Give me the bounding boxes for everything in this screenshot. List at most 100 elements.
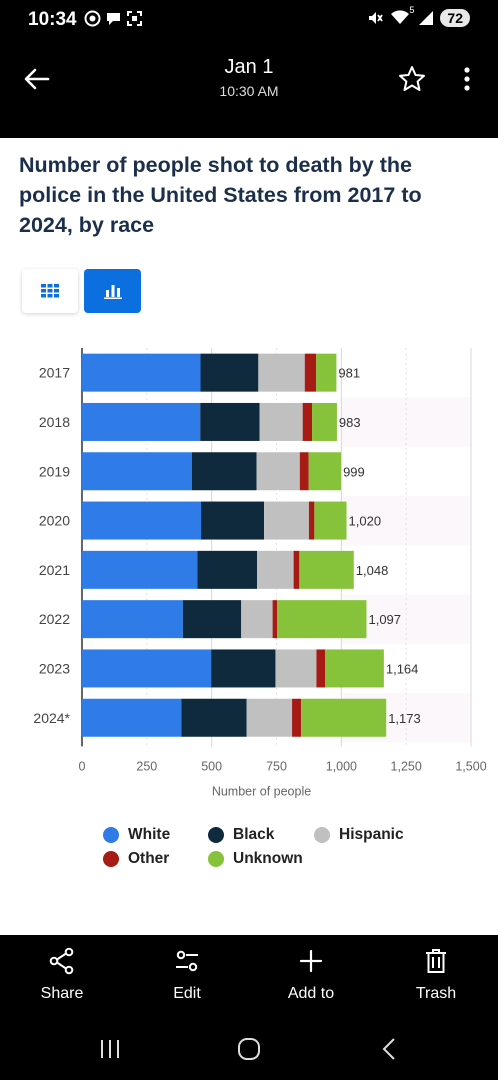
bar-segment-unknown <box>277 600 367 639</box>
legend-swatch <box>103 851 119 867</box>
chat-icon <box>105 10 122 27</box>
bar-segment-hispanic <box>257 550 294 589</box>
bar-total-label: 1,097 <box>368 612 401 627</box>
more-vertical-icon <box>464 67 470 91</box>
x-tick-label: 500 <box>201 759 222 773</box>
y-category-label: 2017 <box>39 365 70 381</box>
edit-button[interactable]: Edit <box>137 947 237 1003</box>
legend-swatch <box>314 827 330 843</box>
x-tick-label: 750 <box>266 759 287 773</box>
x-tick-label: 0 <box>79 759 86 773</box>
bar-segment-black <box>200 353 259 392</box>
bar-total-label: 1,173 <box>388 711 421 726</box>
bar-segment-white <box>82 452 192 491</box>
bar-segment-unknown <box>316 353 337 392</box>
bar-segment-white <box>82 353 201 392</box>
y-category-label: 2024* <box>33 710 70 726</box>
bar-segment-other <box>299 452 309 491</box>
back-nav-icon[interactable] <box>380 1037 398 1061</box>
system-nav-bar <box>0 1020 498 1080</box>
bar-segment-white <box>82 501 202 540</box>
bar-segment-other <box>293 550 300 589</box>
header-time: 10:30 AM <box>219 83 279 99</box>
legend-item-hispanic[interactable]: Hispanic <box>314 826 404 844</box>
bar-segment-hispanic <box>264 501 309 540</box>
app-bar: Jan 1 10:30 AM <box>0 40 498 138</box>
more-options-button[interactable] <box>455 64 479 94</box>
mute-icon <box>369 12 384 24</box>
share-icon <box>49 947 74 975</box>
grid-icon <box>41 284 59 298</box>
favorite-button[interactable] <box>397 64 427 94</box>
stacked-bar-chart: 0 250 500 750 1,000 1,250 1,500 2017 981 2018 983 2… <box>33 348 487 798</box>
chart-view-button[interactable] <box>84 269 141 313</box>
bar-segment-black <box>191 452 257 491</box>
back-button[interactable] <box>22 64 52 94</box>
bar-total-label: 1,164 <box>386 661 419 676</box>
legend-item-black[interactable]: Black <box>208 826 274 844</box>
bar-segment-black <box>182 600 242 639</box>
battery-badge: 72 <box>440 9 470 27</box>
bar-segment-unknown <box>325 649 384 688</box>
bar-total-label: 1,020 <box>349 514 382 529</box>
bar-chart-icon <box>103 285 122 299</box>
bar-segment-other <box>292 698 302 737</box>
header-title: Jan 1 10:30 AM <box>0 56 498 99</box>
screenshot-icon <box>126 10 143 27</box>
trash-label: Trash <box>415 985 457 1002</box>
bar-total-label: 1,048 <box>356 563 389 578</box>
legend-item-white[interactable]: White <box>103 826 170 844</box>
bar-segment-black <box>200 402 260 441</box>
bar-segment-black <box>181 698 247 737</box>
status-time: 10:34 <box>28 9 77 30</box>
x-tick-label: 1,500 <box>455 759 486 773</box>
bar-segment-other <box>302 402 313 441</box>
share-button[interactable]: Share <box>12 947 112 1003</box>
legend-swatch <box>103 827 119 843</box>
network-type-label: 5 <box>409 5 415 15</box>
bar-segment-hispanic <box>259 402 303 441</box>
table-view-button[interactable] <box>22 269 78 313</box>
chart-title: Number of people shot to death by the po… <box>19 153 422 237</box>
share-label: Share <box>40 985 84 1002</box>
bar-segment-unknown <box>299 550 354 589</box>
location-icon <box>84 10 101 27</box>
y-category-label: 2018 <box>39 414 70 430</box>
legend-label: Other <box>128 850 170 867</box>
legend-item-unknown[interactable]: Unknown <box>208 850 303 868</box>
arrow-left-icon <box>24 68 50 90</box>
x-axis-label: Number of people <box>212 784 311 798</box>
legend-label: White <box>128 826 171 843</box>
plus-icon <box>299 949 323 973</box>
bar-segment-unknown <box>314 501 347 540</box>
edit-label: Edit <box>173 985 201 1002</box>
sliders-icon <box>176 950 198 972</box>
legend-label: Hispanic <box>339 826 404 843</box>
legend-item-other[interactable]: Other <box>103 850 169 868</box>
trash-button[interactable]: Trash <box>386 947 486 1003</box>
wifi-icon: 5 <box>390 5 414 27</box>
home-icon[interactable] <box>237 1037 261 1061</box>
bar-segment-hispanic <box>275 649 317 688</box>
y-category-label: 2022 <box>39 611 70 627</box>
bar-segment-white <box>82 698 182 737</box>
bar-segment-hispanic <box>241 600 273 639</box>
y-category-label: 2021 <box>39 562 70 578</box>
bar-total-label: 999 <box>343 464 365 479</box>
recents-icon[interactable] <box>99 1038 121 1060</box>
bar-segment-white <box>82 600 183 639</box>
signal-icon <box>419 11 434 25</box>
bar-segment-other <box>308 501 315 540</box>
bar-segment-unknown <box>301 698 387 737</box>
trash-icon <box>426 949 446 973</box>
add-to-button[interactable]: Add to <box>261 947 361 1003</box>
bottom-action-bar: Share Edit Add to Trash <box>0 935 498 1030</box>
legend-label: Unknown <box>233 850 303 867</box>
add-to-label: Add to <box>287 985 335 1002</box>
bar-segment-other <box>304 353 317 392</box>
bar-segment-hispanic <box>258 353 305 392</box>
bar-segment-black <box>201 501 265 540</box>
legend-label: Black <box>233 826 275 843</box>
status-right-icons: 5 72 <box>366 5 470 27</box>
bar-segment-black <box>197 550 258 589</box>
